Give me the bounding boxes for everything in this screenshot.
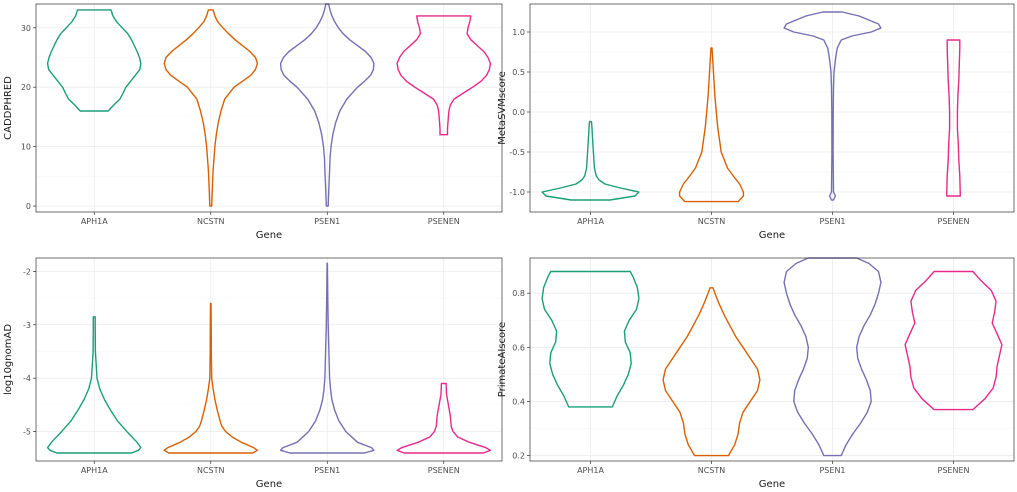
plot-background: [530, 4, 1014, 212]
x-tick-label: NCSTN: [698, 217, 726, 226]
violin-aph1a: [46, 9, 142, 112]
violin-psen1: [783, 11, 882, 201]
x-axis-title: Gene: [256, 230, 282, 241]
x-tick-label: NCSTN: [197, 217, 225, 226]
x-tick-label: APH1A: [577, 217, 604, 226]
violin-ncstn: [163, 302, 259, 454]
x-tick-label: NCSTN: [698, 466, 726, 475]
y-tick-label: -0.5: [509, 148, 525, 157]
panel-border: [35, 3, 503, 213]
y-axis-title: MetaSVMscore: [497, 71, 508, 145]
x-tick-label: APH1A: [577, 466, 604, 475]
violin-aph1a: [46, 316, 142, 454]
plot-background: [36, 4, 502, 212]
violin-panel-caddphred: 0 10 20 30 APH1A NCSTN PSEN1 PSENEN Gene CADDPHRE…: [3, 3, 503, 241]
x-tick-label: NCSTN: [197, 466, 225, 475]
y-tick-label: 0.4: [512, 397, 525, 406]
plot-background: [530, 258, 1014, 461]
violin-ncstn: [678, 47, 745, 203]
y-tick-label: -2: [23, 267, 31, 276]
violin-panel-primateaiscore: 0.2 0.4 0.6 0.8 APH1A NCSTN PSEN1 PSENEN Gene Pri…: [497, 257, 1015, 490]
y-tick-label: -1.0: [509, 188, 525, 197]
y-tick-label: 1.0: [512, 28, 525, 37]
violin-psen1: [279, 262, 375, 454]
y-tick-label: -5: [23, 428, 31, 437]
violin-aph1a: [541, 120, 640, 201]
x-tick-label: PSENEN: [428, 466, 460, 475]
violin-panel-metasvmscore: -1.0 -0.5 0.0 0.5 1.0 APH1A NCSTN PSEN1 PSENEN Ge…: [497, 3, 1015, 241]
x-axis-title: Gene: [759, 479, 785, 490]
y-tick-label: 0: [26, 202, 31, 211]
panel-border: [35, 257, 503, 462]
x-tick-label: PSEN1: [314, 466, 340, 475]
y-tick-label: 0.2: [512, 452, 525, 461]
violin-psenen: [396, 15, 492, 136]
violin-psenen: [904, 270, 1003, 411]
violin-psenen: [396, 382, 492, 454]
y-tick-label: 20: [21, 83, 31, 92]
y-axis-title: log10gnomAD: [3, 324, 14, 395]
panel-border: [529, 3, 1015, 213]
x-tick-label: PSENEN: [938, 466, 970, 475]
plot-background: [36, 258, 502, 461]
y-tick-label: 0.8: [512, 289, 525, 298]
x-tick-label: PSEN1: [314, 217, 340, 226]
x-axis-title: Gene: [759, 230, 785, 241]
y-tick-label: 10: [21, 143, 31, 152]
violin-aph1a: [541, 270, 640, 408]
y-axis-title: PrimateAIscore: [497, 322, 508, 397]
x-axis-title: Gene: [256, 479, 282, 490]
x-tick-label: PSENEN: [938, 217, 970, 226]
y-tick-label: 0.6: [512, 343, 525, 352]
y-axis-title: CADDPHRED: [3, 76, 14, 140]
violin-ncstn: [662, 287, 761, 457]
y-tick-label: 0.5: [512, 68, 525, 77]
x-tick-label: PSEN1: [819, 466, 845, 475]
y-tick-label: 30: [21, 24, 31, 33]
y-tick-label: -3: [23, 321, 31, 330]
y-tick-label: 0.0: [512, 108, 525, 117]
violin-psenen: [946, 39, 961, 197]
panel-border: [529, 257, 1015, 462]
violin-ncstn: [163, 9, 259, 207]
x-tick-label: APH1A: [81, 217, 108, 226]
y-tick-label: -4: [23, 374, 31, 383]
x-tick-label: PSEN1: [819, 217, 845, 226]
x-tick-label: APH1A: [81, 466, 108, 475]
violin-panel-log10gnomad: -5 -4 -3 -2 APH1A NCSTN PSEN1 PSENEN Gene log10gn…: [3, 257, 503, 490]
x-tick-label: PSENEN: [428, 217, 460, 226]
